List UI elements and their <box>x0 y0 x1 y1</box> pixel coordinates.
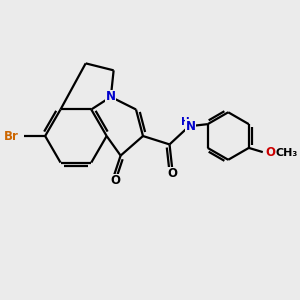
Text: CH₃: CH₃ <box>275 148 298 158</box>
Text: N: N <box>185 120 196 133</box>
Text: H: H <box>181 117 189 127</box>
Text: O: O <box>167 167 177 180</box>
Text: O: O <box>266 146 276 159</box>
Text: N: N <box>106 90 116 104</box>
Text: O: O <box>110 174 120 187</box>
Text: Br: Br <box>4 130 19 142</box>
